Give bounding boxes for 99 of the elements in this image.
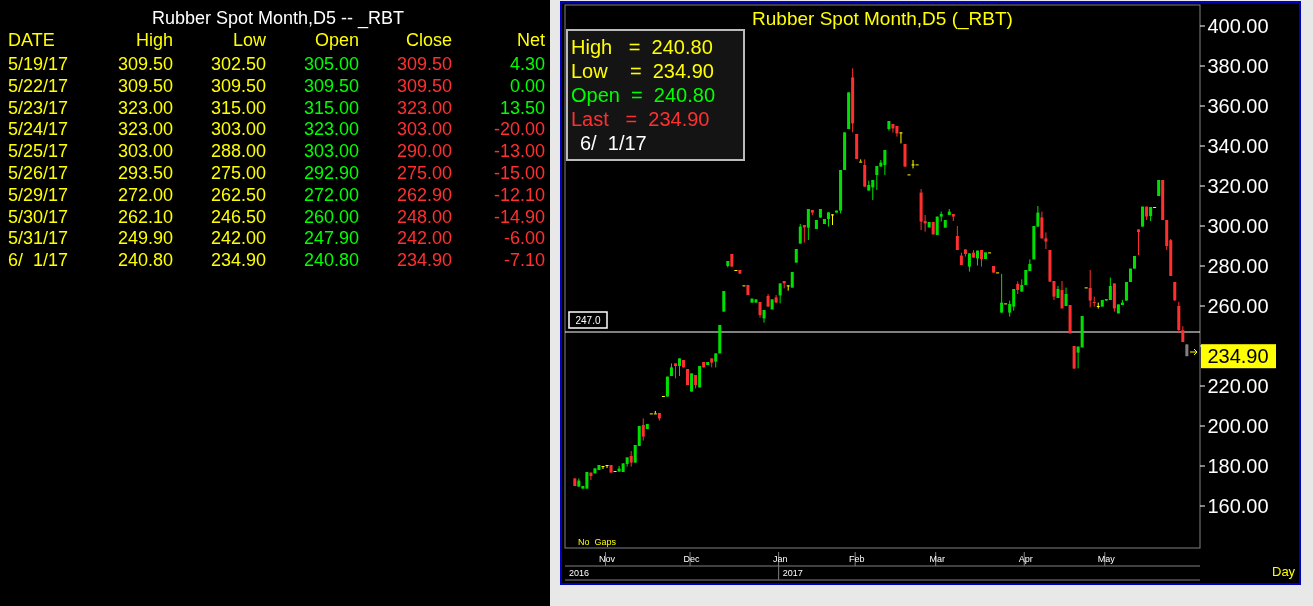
text: -15.00 (493, 163, 545, 183)
x-tick-label: Dec (683, 554, 701, 564)
text: 234.90 (1207, 345, 1269, 368)
text: 275.00 (396, 163, 452, 183)
y-tick-label: 200.00 (1207, 415, 1269, 437)
text: 13.50 (499, 97, 545, 118)
y-tick-label: 320.00 (1207, 175, 1269, 197)
text: 5/22/17 (8, 75, 69, 96)
text: 262.50 (210, 184, 266, 205)
text: 242.00 (210, 228, 266, 249)
text: DATE (8, 30, 55, 50)
text: 303.00 (396, 119, 452, 140)
y-tick-label: 280.00 (1207, 255, 1269, 277)
text: -20.00 (493, 119, 545, 140)
candlestick (653, 410, 657, 415)
text: Net (516, 30, 545, 50)
text: 260.00 (303, 206, 359, 227)
text: 309.50 (303, 75, 359, 96)
y-tick-label: 360.00 (1207, 95, 1269, 117)
y-tick-label: 160.00 (1207, 495, 1269, 517)
text: 323.00 (303, 119, 359, 140)
text: 5/26/17 (8, 163, 69, 183)
y-tick-label: 400.00 (1207, 15, 1269, 37)
text: 249.90 (117, 228, 173, 249)
text: Low (232, 30, 267, 50)
text: 272.00 (303, 184, 359, 205)
text: 234.90 (210, 250, 266, 271)
ref-line-label: 247.0 (575, 314, 601, 326)
annotation: Low = 234.90 (571, 60, 714, 82)
text: 2016 (569, 568, 590, 578)
text: High (135, 30, 173, 50)
y-tick-label: 380.00 (1207, 55, 1269, 77)
text: -6.00 (503, 228, 545, 249)
y-tick-label: 340.00 (1207, 135, 1269, 157)
annotation: 6/ 1/17 (580, 132, 647, 154)
text: 242.00 (396, 228, 452, 249)
text: 305.00 (303, 54, 359, 74)
text: 5/25/17 (8, 141, 69, 162)
text: 315.00 (210, 97, 266, 118)
text: 240.80 (117, 250, 173, 271)
x-tick-label: Feb (848, 554, 865, 564)
annotation: High = 240.80 (571, 36, 713, 58)
text: 309.50 (117, 54, 173, 74)
text: 240.80 (303, 250, 359, 271)
text: Day (1272, 564, 1296, 579)
text: 262.10 (117, 206, 173, 227)
text: 303.00 (210, 119, 266, 140)
x-tick-label: Nov (599, 554, 616, 564)
text: 5/30/17 (8, 206, 69, 227)
text: 290.00 (396, 141, 452, 162)
text: Open (314, 30, 359, 50)
text: 309.50 (396, 75, 452, 96)
text: 303.00 (117, 141, 173, 162)
text: 323.00 (117, 119, 173, 140)
text: Close (405, 30, 452, 50)
text: 288.00 (210, 141, 266, 162)
text: 4.30 (509, 54, 545, 74)
annotation: No Gaps (578, 537, 617, 547)
text: 5/31/17 (8, 228, 69, 249)
chart-title: Rubber Spot Month,D5 (_RBT) (752, 8, 1013, 30)
text: Rubber Spot Month,D5 -- _RBT (151, 8, 405, 29)
x-tick-label: Jan (772, 554, 788, 564)
text: 5/29/17 (8, 184, 69, 205)
text: 302.50 (210, 54, 266, 74)
text: 2017 (782, 568, 803, 578)
text: 275.00 (210, 163, 266, 183)
text: 315.00 (303, 97, 359, 118)
text: -14.90 (493, 206, 545, 227)
y-tick-label: 220.00 (1207, 375, 1269, 397)
y-tick-label: 300.00 (1207, 215, 1269, 237)
text: 6/ 1/17 (8, 250, 69, 271)
text: 323.00 (117, 97, 173, 118)
annotation: Open = 240.80 (571, 84, 716, 106)
text: 247.90 (303, 228, 359, 249)
text: 0.00 (509, 75, 545, 96)
text: -12.10 (493, 184, 545, 205)
text: 5/23/17 (8, 97, 69, 118)
text: -7.10 (503, 250, 545, 271)
text: 303.00 (303, 141, 359, 162)
x-tick-label: May (1097, 554, 1116, 564)
text: 272.00 (117, 184, 173, 205)
text: 248.00 (396, 206, 452, 227)
x-tick-label: Apr (1018, 554, 1033, 564)
text: 5/19/17 (8, 54, 69, 74)
text: 5/24/17 (8, 119, 69, 140)
y-tick-label: 180.00 (1207, 455, 1269, 477)
text: 323.00 (396, 97, 452, 118)
text: 262.90 (396, 184, 452, 205)
text: 293.50 (117, 163, 173, 183)
text: 309.50 (117, 75, 173, 96)
text: 309.50 (396, 54, 452, 74)
text: 246.50 (210, 206, 266, 227)
text: 309.50 (210, 75, 266, 96)
text: 292.90 (303, 163, 359, 183)
text: -13.00 (493, 141, 545, 162)
x-tick-label: Mar (929, 554, 945, 564)
text: 234.90 (396, 250, 452, 271)
annotation: Last = 234.90 (571, 108, 710, 130)
y-tick-label: 260.00 (1207, 295, 1269, 317)
